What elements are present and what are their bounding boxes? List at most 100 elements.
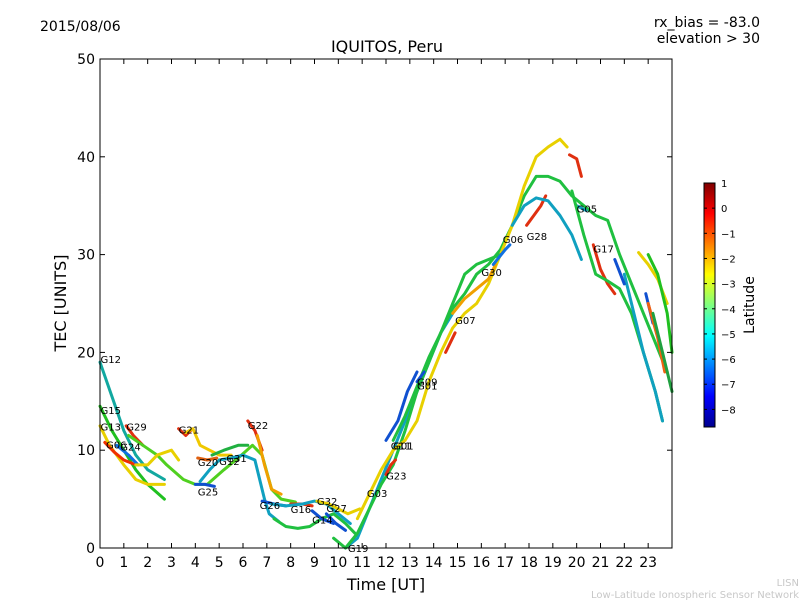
x-tick-label-15: 15 <box>449 555 467 571</box>
satellite-label-27: G28 <box>527 232 547 243</box>
satellite-label-20: G11 <box>391 441 411 452</box>
series-line-21 <box>324 512 347 532</box>
satellite-label-2: G13 <box>100 423 120 434</box>
x-tick-label-4: 4 <box>191 555 200 571</box>
y-tick-label-3: 30 <box>77 248 95 264</box>
series-line-15 <box>255 434 283 496</box>
series-line-7 <box>134 448 181 467</box>
satellite-label-4: G24 <box>120 442 140 453</box>
series-line-4 <box>115 443 140 467</box>
series-line-2 <box>98 424 166 486</box>
series-line-27 <box>384 370 419 442</box>
x-tick-label-11: 11 <box>353 555 371 571</box>
colorbar-tick-label-4: −3 <box>721 280 736 291</box>
series-line-39 <box>622 272 664 423</box>
series-line-29 <box>415 370 426 384</box>
series-line-36 <box>575 204 588 213</box>
series-line-12 <box>193 482 216 488</box>
satellite-label-22: G09 <box>417 378 437 389</box>
footer-long: Low-Latitude Ionospheric Sensor Network <box>591 590 799 600</box>
x-tick-label-2: 2 <box>143 555 152 571</box>
satellite-label-19: G23 <box>386 472 406 483</box>
series-line-37 <box>591 243 617 296</box>
rx-bias-label: rx_bias = -83.0 <box>654 15 760 31</box>
satellite-label-3: G06 <box>106 440 126 451</box>
x-tick-label-22: 22 <box>615 555 633 571</box>
date-label: 2015/08/06 <box>40 19 121 35</box>
series-line-0 <box>98 360 166 481</box>
x-tick-label-16: 16 <box>472 555 490 571</box>
y-tick-label-4: 40 <box>77 150 95 166</box>
satellite-label-18: G03 <box>367 489 387 500</box>
colorbar-tick-label-9: −8 <box>721 405 736 416</box>
satellite-label-10: G12 <box>219 457 239 468</box>
elevation-label: elevation > 30 <box>657 31 760 47</box>
series-line-34 <box>510 196 583 261</box>
satellite-label-15: G27 <box>326 504 346 515</box>
satellite-label-11: G25 <box>198 487 218 498</box>
satellite-label-7: G22 <box>248 421 268 432</box>
series-line-22 <box>310 509 336 525</box>
satellite-label-6: G21 <box>179 426 199 437</box>
colorbar-tick-label-1: 0 <box>721 204 727 215</box>
satellite-label-16: G14 <box>312 516 332 527</box>
x-tick-label-12: 12 <box>377 555 395 571</box>
colorbar-label: Latitude <box>742 276 758 334</box>
series-line-3 <box>103 440 138 467</box>
satellite-label-25: G30 <box>481 268 501 279</box>
satellite-label-8: G20 <box>198 458 218 469</box>
x-tick-label-10: 10 <box>329 555 347 571</box>
x-tick-label-20: 20 <box>568 555 586 571</box>
satellite-label-17: G19 <box>348 544 368 555</box>
y-axis-label: TEC [UNITS] <box>51 255 70 353</box>
satellite-label-5: G29 <box>126 423 146 434</box>
colorbar-gradient <box>703 182 716 428</box>
series-line-40 <box>613 258 626 286</box>
series-line-32 <box>491 243 512 266</box>
x-tick-label-3: 3 <box>167 555 176 571</box>
series-line-10 <box>196 456 219 462</box>
series-line-11 <box>210 443 250 457</box>
x-tick-label-5: 5 <box>215 555 224 571</box>
y-tick-label-0: 0 <box>86 541 95 557</box>
satellite-label-9: G31 <box>226 454 246 465</box>
footer-short: LISN <box>777 578 799 589</box>
series-line-28 <box>391 253 502 442</box>
x-tick-label-18: 18 <box>520 555 538 571</box>
series-line-18 <box>272 512 357 535</box>
x-tick-label-7: 7 <box>262 555 271 571</box>
colorbar-tick-label-6: −5 <box>721 330 736 341</box>
x-tick-label-21: 21 <box>592 555 610 571</box>
x-tick-label-23: 23 <box>639 555 657 571</box>
y-tick-label-1: 10 <box>77 443 95 459</box>
satellite-label-13: G16 <box>291 505 311 516</box>
series-line-9 <box>184 427 233 457</box>
colorbar-tick-label-2: −1 <box>721 229 736 240</box>
satellite-label-14: G32 <box>317 497 337 508</box>
series-line-1 <box>98 404 166 501</box>
x-tick-label-6: 6 <box>239 555 248 571</box>
colorbar-tick-label-3: −2 <box>721 254 736 265</box>
series-line-30 <box>444 331 457 354</box>
series-line-31 <box>451 262 498 315</box>
colorbar-tick-label-8: −7 <box>721 380 736 391</box>
x-tick-label-17: 17 <box>496 555 514 571</box>
satellite-label-23: G01 <box>417 382 437 393</box>
satellite-label-24: G07 <box>455 316 475 327</box>
series-line-26 <box>384 458 397 477</box>
series-line-44 <box>646 253 674 354</box>
x-tick-label-9: 9 <box>310 555 319 571</box>
x-tick-label-19: 19 <box>544 555 562 571</box>
y-tick-label-5: 50 <box>77 52 95 68</box>
colorbar-tick-label-0: 1 <box>721 179 727 190</box>
x-axis-label: Time [UT] <box>346 575 425 594</box>
series-line-13 <box>198 453 281 524</box>
satellite-label-26: G06 <box>503 235 523 246</box>
x-tick-label-13: 13 <box>401 555 419 571</box>
chart-title: IQUITOS, Peru <box>331 37 443 56</box>
series-line-25 <box>355 137 569 521</box>
satellite-label-0: G12 <box>100 355 120 366</box>
satellite-label-29: G17 <box>593 245 613 256</box>
